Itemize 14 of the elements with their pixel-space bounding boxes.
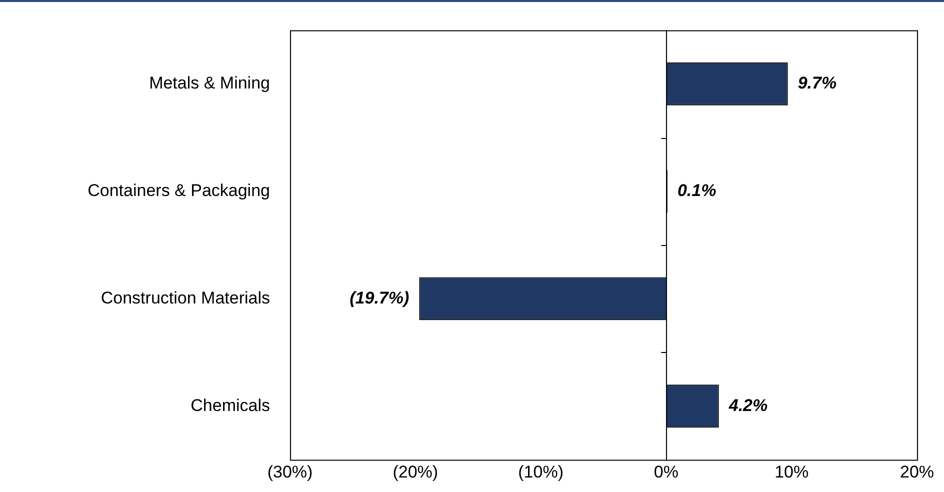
x-tick-label: (20%) <box>392 462 438 482</box>
data-label: 0.1% <box>677 180 716 200</box>
y-tick-label: Metals & Mining <box>149 74 270 93</box>
data-label: 4.2% <box>728 396 768 415</box>
data-label: (19.7%) <box>350 288 410 308</box>
x-tick-label: 0% <box>654 462 678 482</box>
y-tick-label: Chemicals <box>190 396 270 415</box>
y-tick-label: Containers & Packaging <box>88 180 270 200</box>
x-tick-label: 20% <box>900 462 934 482</box>
y-tick-label: Construction Materials <box>100 288 270 308</box>
x-tick-label: (30%) <box>267 462 313 482</box>
x-tick-label: (10%) <box>518 462 564 482</box>
data-label: 9.7% <box>798 74 837 93</box>
x-tick-label: 10% <box>774 462 809 482</box>
